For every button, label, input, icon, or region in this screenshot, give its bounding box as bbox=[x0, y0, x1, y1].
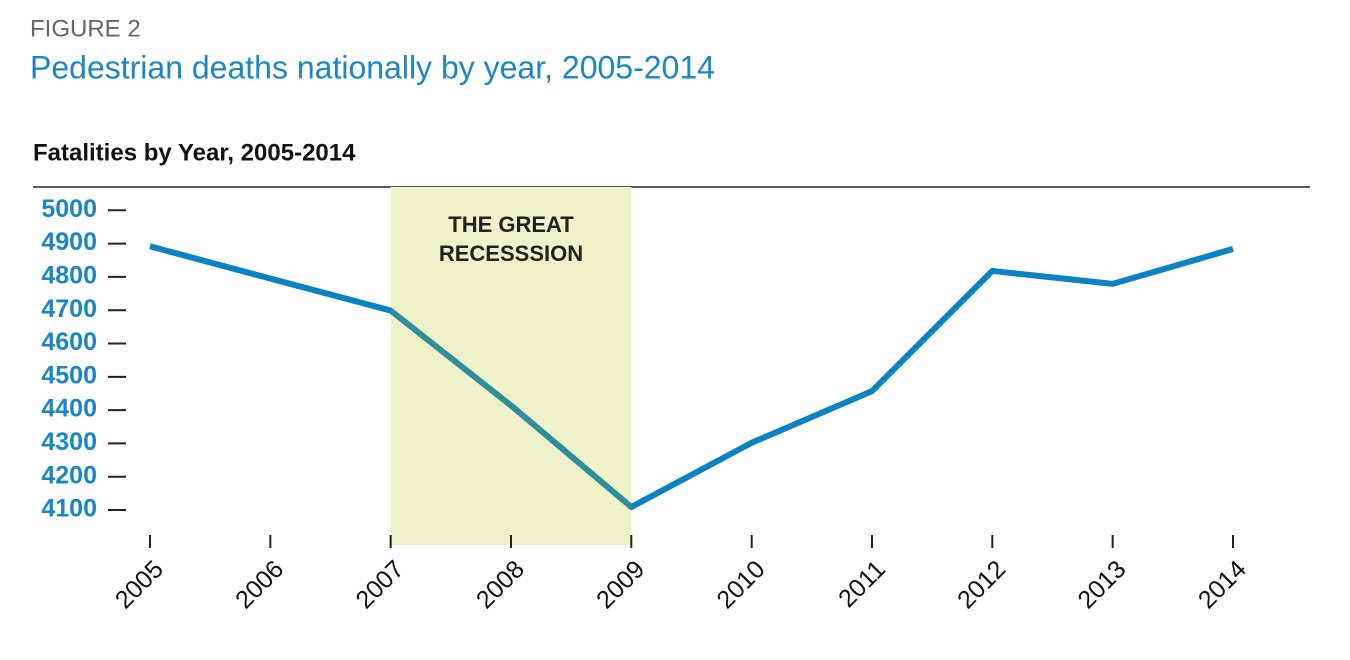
y-tick-label: 4400 bbox=[41, 395, 97, 423]
y-tick-label: 4600 bbox=[41, 328, 97, 356]
y-tick-label: 4100 bbox=[41, 495, 97, 523]
highlight-label: RECESSSION bbox=[439, 241, 583, 266]
highlight-label: THE GREAT bbox=[448, 212, 574, 237]
y-tick-label: 5000 bbox=[41, 195, 97, 223]
x-tick-label: 2012 bbox=[952, 555, 1011, 614]
x-tick-label: 2008 bbox=[471, 555, 530, 614]
x-tick-label: 2009 bbox=[591, 555, 650, 614]
figure-label: FIGURE 2 bbox=[30, 15, 141, 42]
x-tick-label: 2013 bbox=[1072, 555, 1131, 614]
x-tick-label: 2010 bbox=[711, 555, 770, 614]
y-tick-label: 4800 bbox=[41, 262, 97, 290]
x-tick-label: 2014 bbox=[1193, 555, 1252, 614]
highlight-band bbox=[390, 187, 632, 545]
y-tick-label: 4300 bbox=[41, 428, 97, 456]
data-line bbox=[149, 243, 1234, 511]
x-tick-label: 2005 bbox=[110, 555, 169, 614]
y-tick-label: 4900 bbox=[41, 228, 97, 256]
x-tick-label: 2007 bbox=[350, 555, 409, 614]
chart-title: Pedestrian deaths nationally by year, 20… bbox=[30, 49, 715, 85]
x-tick-label: 2011 bbox=[833, 555, 891, 613]
y-tick-label: 4200 bbox=[41, 461, 97, 489]
x-tick-label: 2006 bbox=[230, 555, 289, 614]
chart-subtitle: Fatalities by Year, 2005-2014 bbox=[33, 139, 356, 166]
y-tick-label: 4700 bbox=[41, 295, 97, 323]
y-tick-label: 4500 bbox=[41, 361, 97, 389]
